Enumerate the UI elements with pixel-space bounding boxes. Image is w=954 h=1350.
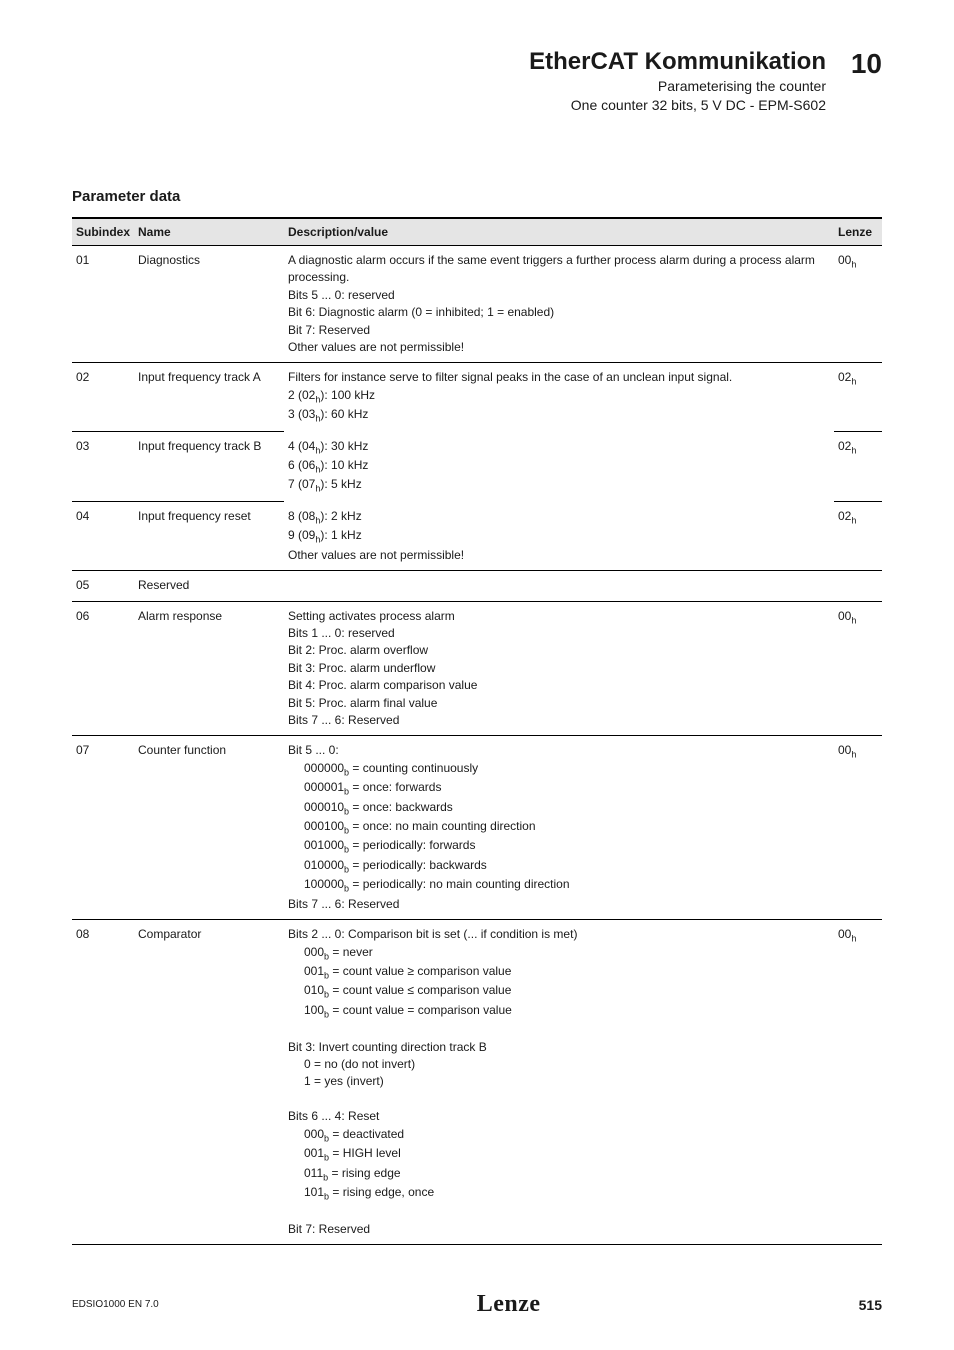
cell-name: Input frequency reset [134, 502, 284, 571]
cell-description: A diagnostic alarm occurs if the same ev… [284, 245, 834, 362]
table-row: 01DiagnosticsA diagnostic alarm occurs i… [72, 245, 882, 362]
cell-lenze: 00h [834, 920, 882, 1245]
cell-subindex: 07 [72, 736, 134, 920]
parameter-table: Subindex Name Description/value Lenze 01… [72, 217, 882, 1245]
col-subindex: Subindex [72, 218, 134, 246]
page-footer: EDSIO1000 EN 7.0 Lenze 515 [72, 1291, 882, 1318]
cell-lenze: 00h [834, 736, 882, 920]
cell-lenze: 02h [834, 432, 882, 502]
cell-name: Counter function [134, 736, 284, 920]
cell-lenze: 00h [834, 245, 882, 362]
cell-subindex: 01 [72, 245, 134, 362]
cell-subindex: 03 [72, 432, 134, 502]
table-row: 03Input frequency track B4 (04h): 30 kHz… [72, 432, 882, 502]
footer-page-number: 515 [859, 1297, 882, 1313]
footer-brand: Lenze [477, 1291, 541, 1318]
cell-name: Input frequency track A [134, 363, 284, 432]
cell-description [284, 571, 834, 601]
table-row: 06Alarm responseSetting activates proces… [72, 601, 882, 736]
col-desc: Description/value [284, 218, 834, 246]
table-row: 07Counter functionBit 5 ... 0:000000b = … [72, 736, 882, 920]
cell-subindex: 05 [72, 571, 134, 601]
cell-name: Comparator [134, 920, 284, 1245]
chapter-number: 10 [851, 48, 882, 80]
table-row: 08ComparatorBits 2 ... 0: Comparison bit… [72, 920, 882, 1245]
cell-description: 4 (04h): 30 kHz6 (06h): 10 kHz7 (07h): 5… [284, 432, 834, 502]
doc-title: EtherCAT Kommunikation [72, 48, 826, 77]
table-header-row: Subindex Name Description/value Lenze [72, 218, 882, 246]
footer-docid: EDSIO1000 EN 7.0 [72, 1299, 159, 1310]
cell-lenze: 02h [834, 502, 882, 571]
cell-subindex: 02 [72, 363, 134, 432]
cell-name: Input frequency track B [134, 432, 284, 502]
col-name: Name [134, 218, 284, 246]
table-row: 02Input frequency track AFilters for ins… [72, 363, 882, 432]
page-header: 10 EtherCAT Kommunikation Parameterising… [72, 48, 882, 116]
cell-subindex: 06 [72, 601, 134, 736]
doc-subtitle-1: Parameterising the counter [72, 77, 826, 97]
cell-description: Bits 2 ... 0: Comparison bit is set (...… [284, 920, 834, 1245]
cell-subindex: 04 [72, 502, 134, 571]
cell-name: Alarm response [134, 601, 284, 736]
table-row: 04Input frequency reset8 (08h): 2 kHz9 (… [72, 502, 882, 571]
cell-description: Bit 5 ... 0:000000b = counting continuou… [284, 736, 834, 920]
doc-subtitle-2: One counter 32 bits, 5 V DC - EPM-S602 [72, 96, 826, 116]
cell-lenze [834, 571, 882, 601]
cell-description: 8 (08h): 2 kHz9 (09h): 1 kHzOther values… [284, 502, 834, 571]
section-title: Parameter data [72, 188, 882, 205]
cell-name: Diagnostics [134, 245, 284, 362]
cell-name: Reserved [134, 571, 284, 601]
cell-lenze: 00h [834, 601, 882, 736]
table-row: 05Reserved [72, 571, 882, 601]
col-lenze: Lenze [834, 218, 882, 246]
cell-lenze: 02h [834, 363, 882, 432]
cell-subindex: 08 [72, 920, 134, 1245]
cell-description: Filters for instance serve to filter sig… [284, 363, 834, 432]
cell-description: Setting activates process alarmBits 1 ..… [284, 601, 834, 736]
page: 10 EtherCAT Kommunikation Parameterising… [0, 0, 954, 1350]
